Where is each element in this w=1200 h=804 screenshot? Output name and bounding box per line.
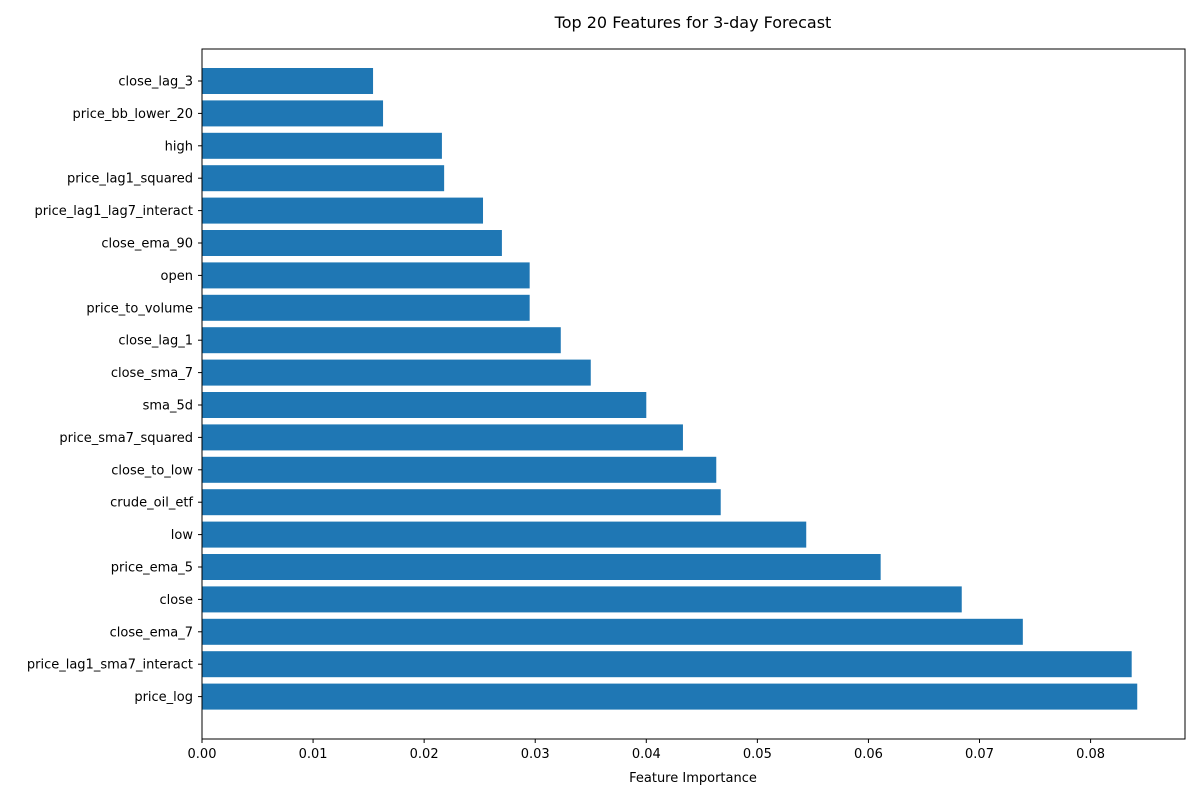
bar-price_log xyxy=(202,683,1138,710)
bar-price_ema_5 xyxy=(202,554,881,580)
y-tick-label: price_to_volume xyxy=(86,301,193,316)
y-tick-label: price_sma7_squared xyxy=(59,431,193,446)
bar-price_lag1_lag7_interact xyxy=(202,197,484,224)
y-tick-label: close_lag_1 xyxy=(118,334,193,349)
x-tick-label: 0.00 xyxy=(188,747,217,762)
bar-close_ema_7 xyxy=(202,618,1023,645)
y-tick-label: close_ema_7 xyxy=(110,625,193,640)
bar-low xyxy=(202,521,807,548)
x-tick-label: 0.05 xyxy=(743,747,772,762)
bar-close_to_low xyxy=(202,456,717,483)
bar-close_lag_1 xyxy=(202,327,561,354)
y-tick-label: low xyxy=(171,528,194,543)
bar-price_bb_lower_20 xyxy=(202,100,384,127)
x-tick-label: 0.02 xyxy=(410,747,439,762)
y-tick-label: crude_oil_etf xyxy=(110,496,193,511)
x-tick-label: 0.01 xyxy=(299,747,328,762)
x-axis-label: Feature Importance xyxy=(629,771,757,786)
y-tick-label: price_ema_5 xyxy=(111,561,193,576)
chart-title: Top 20 Features for 3-day Forecast xyxy=(554,13,832,32)
bar-close_sma_7 xyxy=(202,359,591,386)
bar-price_to_volume xyxy=(202,294,530,321)
x-tick-label: 0.04 xyxy=(632,747,661,762)
y-tick-label: close_ema_90 xyxy=(101,237,193,252)
bar-crude_oil_etf xyxy=(202,489,721,516)
axes-frame xyxy=(201,48,1186,740)
y-tick-label: close_lag_3 xyxy=(118,75,193,90)
y-tick-label: price_lag1_sma7_interact xyxy=(27,658,193,673)
bar-price_lag1_sma7_interact xyxy=(202,651,1132,678)
bar-price_lag1_squared xyxy=(202,165,445,192)
x-tick-label: 0.08 xyxy=(1076,747,1105,762)
y-tick-label: price_lag1_squared xyxy=(67,172,193,187)
y-tick-label: sma_5d xyxy=(143,399,193,414)
bar-high xyxy=(202,132,442,159)
x-axis: 0.00 0.01 0.02 0.03 0.04 0.05 0.06 0.07 0.08 xyxy=(188,739,1105,762)
bar-open xyxy=(202,262,530,289)
y-tick-label: close_sma_7 xyxy=(111,366,193,381)
x-tick-label: 0.03 xyxy=(521,747,550,762)
y-tick-label: close xyxy=(160,593,193,608)
y-tick-label: high xyxy=(165,139,193,154)
y-tick-label: price_bb_lower_20 xyxy=(73,107,193,122)
bar-price_sma7_squared xyxy=(202,424,683,451)
bar-close_ema_90 xyxy=(202,230,502,256)
y-tick-label: close_to_low xyxy=(111,463,193,478)
y-tick-label: price_lag1_lag7_interact xyxy=(34,204,193,219)
x-tick-label: 0.07 xyxy=(965,747,994,762)
bars-layer xyxy=(202,68,1138,710)
bar-sma_5d xyxy=(202,392,647,418)
bar-close_lag_3 xyxy=(202,68,374,94)
bar-close xyxy=(202,586,962,613)
y-tick-label: price_log xyxy=(134,690,193,705)
x-tick-label: 0.06 xyxy=(854,747,883,762)
y-tick-label: open xyxy=(161,269,193,284)
